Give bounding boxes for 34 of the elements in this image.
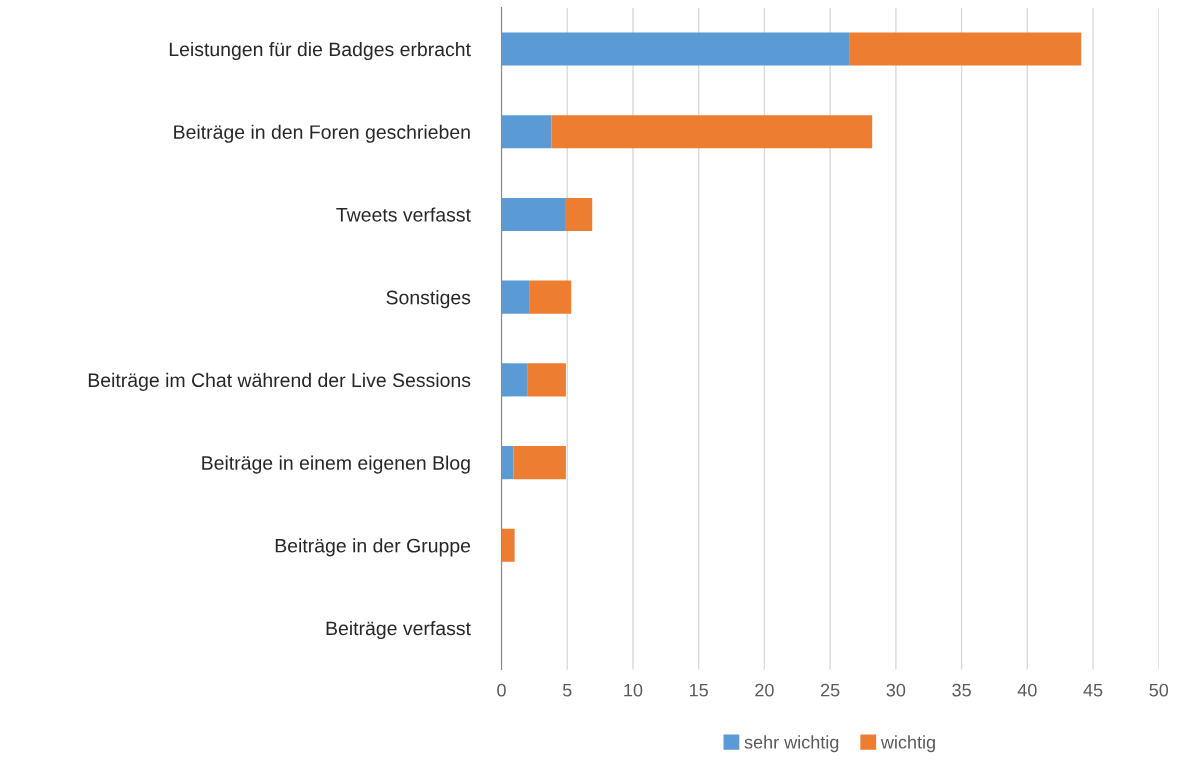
y-tick-label: Sonstiges — [386, 290, 471, 309]
y-tick-label: Beiträge in den Foren geschrieben — [174, 124, 470, 143]
x-tick-label: 0 — [497, 683, 506, 697]
bar — [501, 197, 566, 231]
bar — [527, 363, 566, 397]
bar — [501, 280, 530, 314]
bar — [501, 363, 528, 397]
bar — [551, 115, 873, 149]
y-tick-label: Beiträge in der Gruppe — [275, 538, 471, 557]
x-tick-label: 25 — [821, 683, 840, 697]
bar — [565, 197, 593, 231]
bar — [501, 446, 514, 480]
bar — [849, 32, 1082, 66]
x-tick-label: 20 — [755, 683, 774, 697]
bar — [501, 528, 515, 562]
x-tick-label: 15 — [690, 683, 708, 697]
x-tick-label: 45 — [1083, 683, 1103, 697]
x-tick-label: 50 — [1149, 683, 1169, 697]
y-tick-label: Beiträge in einem eigenen Blog — [202, 455, 470, 474]
y-tick-label: Beiträge im Chat während der Live Sessions — [88, 372, 471, 391]
bar — [501, 32, 850, 66]
y-tick-label: Leistungen für die Badges erbracht — [169, 41, 471, 61]
legend-label: wichtig — [880, 735, 935, 753]
x-tick-label: 10 — [624, 683, 643, 697]
x-tick-label: 5 — [562, 683, 572, 697]
x-tick-label: 30 — [886, 683, 906, 697]
y-tick-label: Beiträge verfasst — [326, 620, 471, 640]
bar — [513, 446, 566, 480]
bar — [501, 115, 552, 149]
y-tick-label: Tweets verfasst — [336, 207, 471, 222]
bar — [529, 280, 572, 314]
x-tick-label: 40 — [1017, 683, 1037, 697]
legend-label: sehr wichtig — [744, 735, 839, 753]
x-tick-label: 35 — [952, 683, 971, 697]
